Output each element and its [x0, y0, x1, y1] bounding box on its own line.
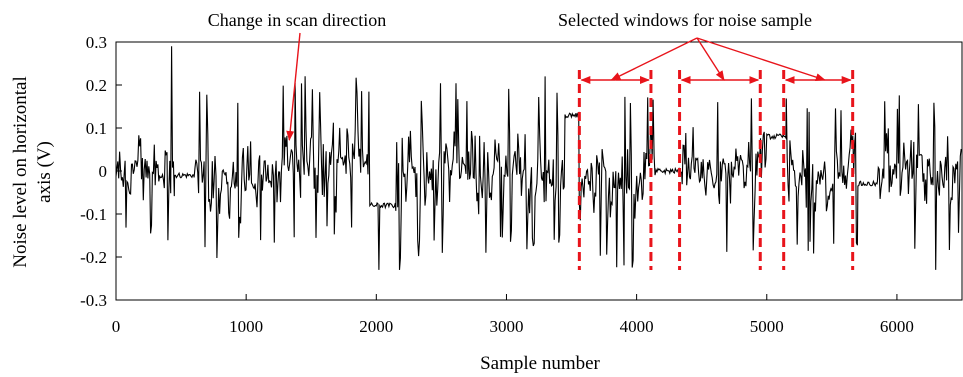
x-tick-label: 4000	[620, 317, 654, 336]
y-tick-label: 0.1	[86, 119, 107, 138]
y-tick-label: 0.2	[86, 76, 107, 95]
y-tick-label: -0.2	[80, 248, 107, 267]
x-tick-label: 1000	[229, 317, 263, 336]
noise-series-line	[115, 46, 962, 270]
x-axis-label: Sample number	[480, 353, 600, 374]
window-leader-arrow	[610, 37, 698, 81]
scan-change-arrow	[286, 32, 301, 141]
annotation-selected-windows: Selected windows for noise sample	[558, 10, 812, 30]
window-leader-arrow	[696, 37, 725, 81]
annotation-scan-change: Change in scan direction	[208, 10, 386, 30]
y-axis-label-line-1: Noise level on horizontal	[10, 76, 31, 268]
windows-layer	[577, 70, 855, 270]
annotation-layer	[286, 32, 826, 141]
x-tick-label: 2000	[359, 317, 393, 336]
series-layer	[115, 46, 962, 270]
x-tick-label: 3000	[489, 317, 523, 336]
ticks-layer: 0 1000 2000 3000 4000 5000 6000 0.3 0.2 0.1 0 -0.1 -…	[80, 33, 914, 336]
window-leader-arrow	[696, 37, 826, 81]
y-tick-label: 0.3	[86, 33, 107, 52]
y-axis-label-line-2: axis (V)	[34, 141, 55, 203]
x-tick-label: 6000	[880, 317, 914, 336]
x-tick-label: 5000	[750, 317, 784, 336]
y-tick-label: -0.3	[80, 291, 107, 310]
y-tick-label: -0.1	[80, 205, 107, 224]
x-tick-label: 0	[112, 317, 121, 336]
y-tick-label: 0	[99, 162, 108, 181]
